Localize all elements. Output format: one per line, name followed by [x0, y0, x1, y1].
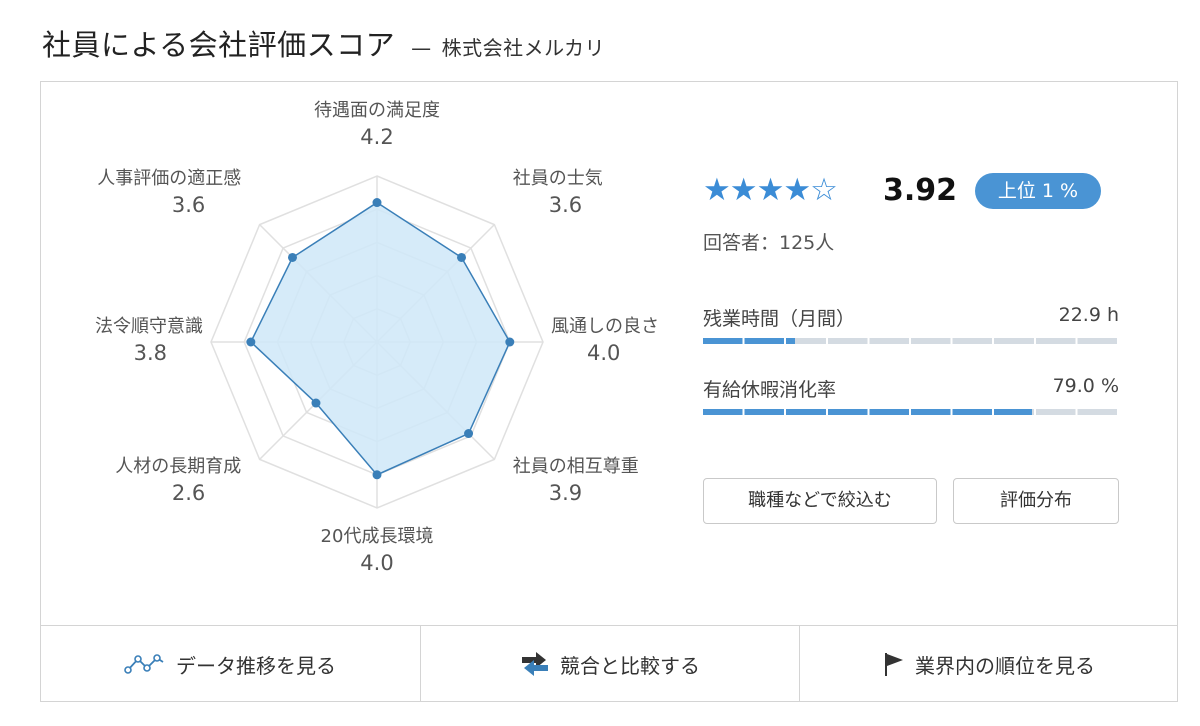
filter-by-job-button[interactable]: 職種などで絞込む: [703, 478, 937, 524]
radar-value-label: 3.9: [549, 481, 582, 505]
paid-leave-bar-ticks: [703, 409, 1119, 415]
radar-category-label: 社員の相互尊重: [513, 456, 639, 477]
rank-badge[interactable]: 上位 1 %: [975, 173, 1101, 209]
overtime-bar-ticks: [703, 338, 1119, 344]
rating-distribution-button[interactable]: 評価分布: [953, 478, 1119, 524]
industry-ranking-link[interactable]: 業界内の順位を見る: [799, 626, 1178, 702]
overall-score: 3.92: [883, 173, 958, 208]
paid-leave-bar: [703, 409, 1119, 415]
radar-data-point: [457, 252, 467, 262]
radar-category-label: 20代成長環境: [321, 526, 434, 547]
view-trend-link[interactable]: データ推移を見る: [41, 626, 419, 702]
radar-data-point: [372, 470, 382, 480]
overtime-bar: [703, 338, 1119, 344]
evaluation-panel: 待遇面の満足度 4.2 社員の士気 3.6 風通しの良さ 4.0 社員の相互尊重 3.9 20代…: [40, 81, 1178, 702]
respondent-count: 回答者：125人: [703, 232, 835, 254]
page-title-text: 社員による会社評価スコア: [42, 28, 396, 62]
page-title: 社員による会社評価スコア — 株式会社メルカリ: [42, 22, 605, 64]
radar-data-point: [287, 252, 297, 262]
company-name: 株式会社メルカリ: [441, 36, 606, 60]
radar-category-label: 人材の長期育成: [115, 456, 241, 477]
radar-category-label: 風通しの良さ: [551, 316, 659, 337]
radar-value-label: 4.2: [360, 125, 393, 149]
paid-leave-value: 79.0 %: [1052, 375, 1119, 397]
title-separator: —: [411, 36, 432, 60]
industry-ranking-label: 業界内の順位を見る: [915, 653, 1095, 678]
trend-line-icon: [124, 654, 164, 674]
radar-value-label: 3.8: [134, 341, 167, 365]
overtime-value: 22.9 h: [1058, 304, 1119, 326]
radar-value-label: 3.6: [172, 193, 205, 217]
radar-value-label: 3.6: [549, 193, 582, 217]
view-trend-label: データ推移を見る: [176, 653, 336, 678]
overtime-label: 残業時間（月間）: [703, 308, 856, 330]
radar-data-point: [505, 337, 515, 347]
radar-category-label: 待遇面の満足度: [314, 100, 440, 121]
radar-category-label: 法令順守意識: [95, 316, 203, 337]
radar-data-point: [311, 398, 321, 408]
radar-data-point: [246, 337, 256, 347]
radar-data-point: [372, 198, 382, 208]
radar-value-label: 2.6: [172, 481, 205, 505]
radar-chart: 待遇面の満足度 4.2 社員の士気 3.6 風通しの良さ 4.0 社員の相互尊重 3.9 20代…: [95, 100, 659, 575]
compare-competitors-label: 競合と比較する: [560, 653, 700, 678]
radar-value-label: 4.0: [587, 341, 620, 365]
radar-category-label: 社員の士気: [513, 168, 603, 189]
radar-value-label: 4.0: [360, 551, 393, 575]
radar-category-label: 人事評価の適正感: [97, 168, 241, 189]
paid-leave-label: 有給休暇消化率: [703, 379, 837, 401]
star-rating: ★★★★☆: [703, 172, 838, 208]
compare-competitors-link[interactable]: 競合と比較する: [420, 626, 799, 702]
radar-data-point: [464, 429, 474, 439]
flag-icon: [885, 653, 903, 676]
footer-links: データ推移を見る 競合と比較する 業界内の順位を見る: [41, 625, 1177, 702]
compare-arrows-icon: [522, 652, 548, 676]
